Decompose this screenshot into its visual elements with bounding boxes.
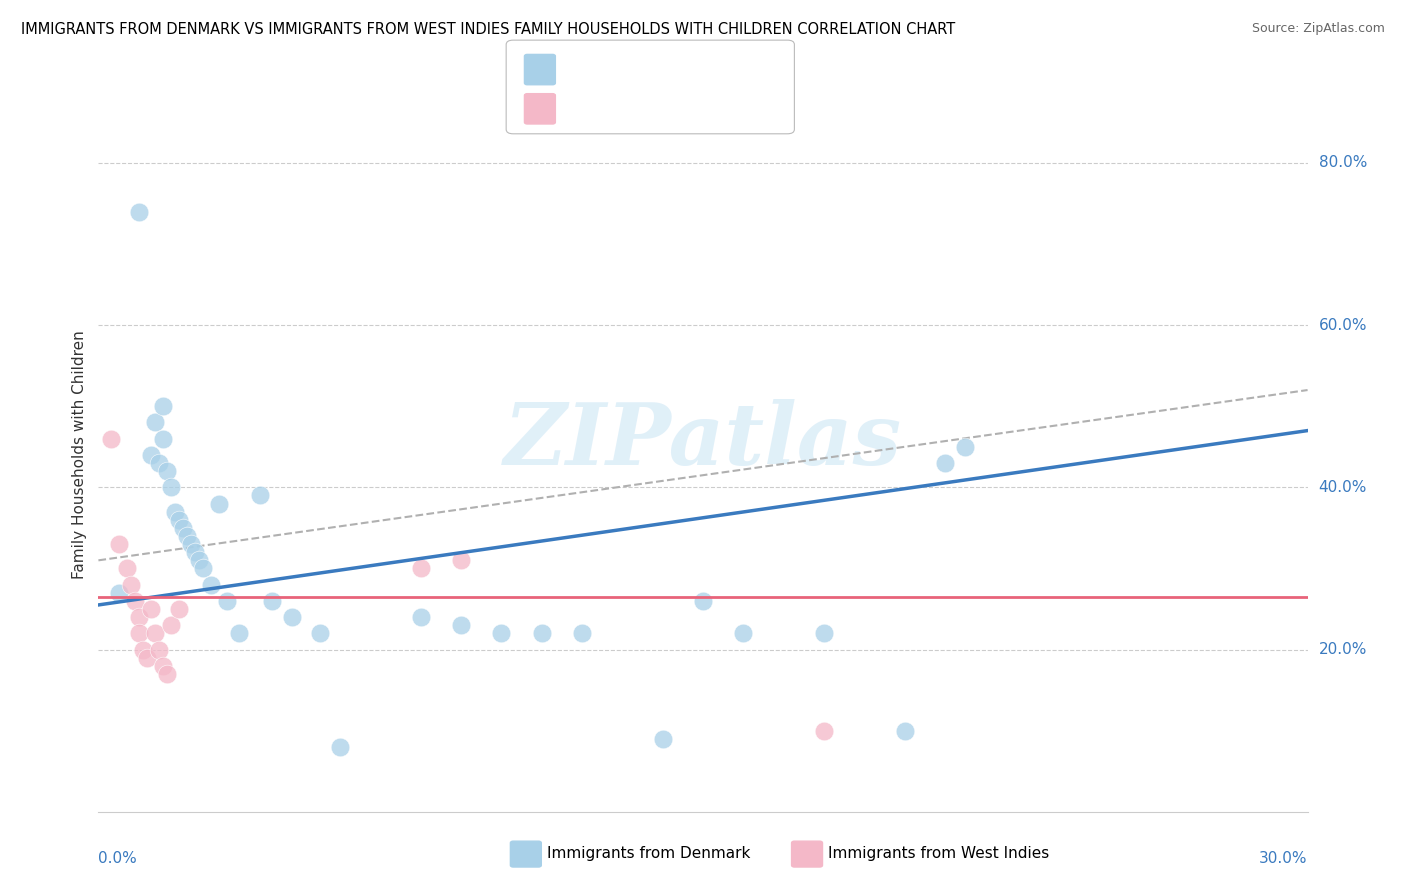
Text: IMMIGRANTS FROM DENMARK VS IMMIGRANTS FROM WEST INDIES FAMILY HOUSEHOLDS WITH CH: IMMIGRANTS FROM DENMARK VS IMMIGRANTS FR… xyxy=(21,22,955,37)
Point xyxy=(163,505,186,519)
Point xyxy=(692,594,714,608)
Point xyxy=(135,650,157,665)
Point xyxy=(115,561,138,575)
Point xyxy=(208,497,231,511)
Point xyxy=(813,626,835,640)
Point xyxy=(217,594,239,608)
Point xyxy=(152,658,174,673)
Point xyxy=(160,480,183,494)
Point xyxy=(139,602,162,616)
Point xyxy=(309,626,332,640)
Point xyxy=(953,440,976,454)
Point xyxy=(139,448,162,462)
Point xyxy=(329,739,352,754)
Text: Source: ZipAtlas.com: Source: ZipAtlas.com xyxy=(1251,22,1385,36)
Text: N = 38: N = 38 xyxy=(679,62,733,77)
Point xyxy=(143,416,166,430)
Point xyxy=(893,723,915,738)
Point xyxy=(260,594,283,608)
Point xyxy=(156,666,179,681)
Point xyxy=(200,577,222,591)
Text: Immigrants from West Indies: Immigrants from West Indies xyxy=(828,847,1049,861)
Point xyxy=(107,586,129,600)
Point xyxy=(813,723,835,738)
Point xyxy=(184,545,207,559)
Point xyxy=(571,626,593,640)
Text: R =  0.213: R = 0.213 xyxy=(567,62,648,77)
Point xyxy=(281,610,304,624)
Point xyxy=(152,399,174,413)
Text: 20.0%: 20.0% xyxy=(1319,642,1367,657)
Point xyxy=(148,642,170,657)
Point xyxy=(107,537,129,551)
Point xyxy=(128,610,150,624)
Point xyxy=(152,432,174,446)
Point xyxy=(143,626,166,640)
Point xyxy=(100,432,122,446)
Point xyxy=(167,513,190,527)
Text: 0.0%: 0.0% xyxy=(98,851,138,865)
Point xyxy=(172,521,194,535)
Point xyxy=(651,731,673,746)
Point xyxy=(193,561,215,575)
Point xyxy=(167,602,190,616)
Point xyxy=(156,464,179,478)
Point xyxy=(124,594,146,608)
Point xyxy=(228,626,250,640)
Point xyxy=(409,610,432,624)
Point xyxy=(530,626,553,640)
Point xyxy=(934,456,956,470)
Point xyxy=(249,488,271,502)
Text: 30.0%: 30.0% xyxy=(1260,851,1308,865)
Point xyxy=(180,537,202,551)
Point xyxy=(733,626,755,640)
Text: R =  0.001: R = 0.001 xyxy=(567,102,648,116)
Point xyxy=(450,618,472,632)
Text: Immigrants from Denmark: Immigrants from Denmark xyxy=(547,847,751,861)
Point xyxy=(409,561,432,575)
Point xyxy=(148,456,170,470)
Text: ZIPatlas: ZIPatlas xyxy=(503,399,903,483)
Point xyxy=(120,577,142,591)
Point xyxy=(128,626,150,640)
Point xyxy=(491,626,513,640)
Point xyxy=(132,642,155,657)
Point xyxy=(450,553,472,567)
Point xyxy=(188,553,211,567)
Point xyxy=(160,618,183,632)
Text: 80.0%: 80.0% xyxy=(1319,155,1367,170)
Text: 60.0%: 60.0% xyxy=(1319,318,1367,333)
Text: 40.0%: 40.0% xyxy=(1319,480,1367,495)
Text: N = 19: N = 19 xyxy=(679,102,733,116)
Y-axis label: Family Households with Children: Family Households with Children xyxy=(72,331,87,579)
Point xyxy=(176,529,198,543)
Point xyxy=(128,204,150,219)
